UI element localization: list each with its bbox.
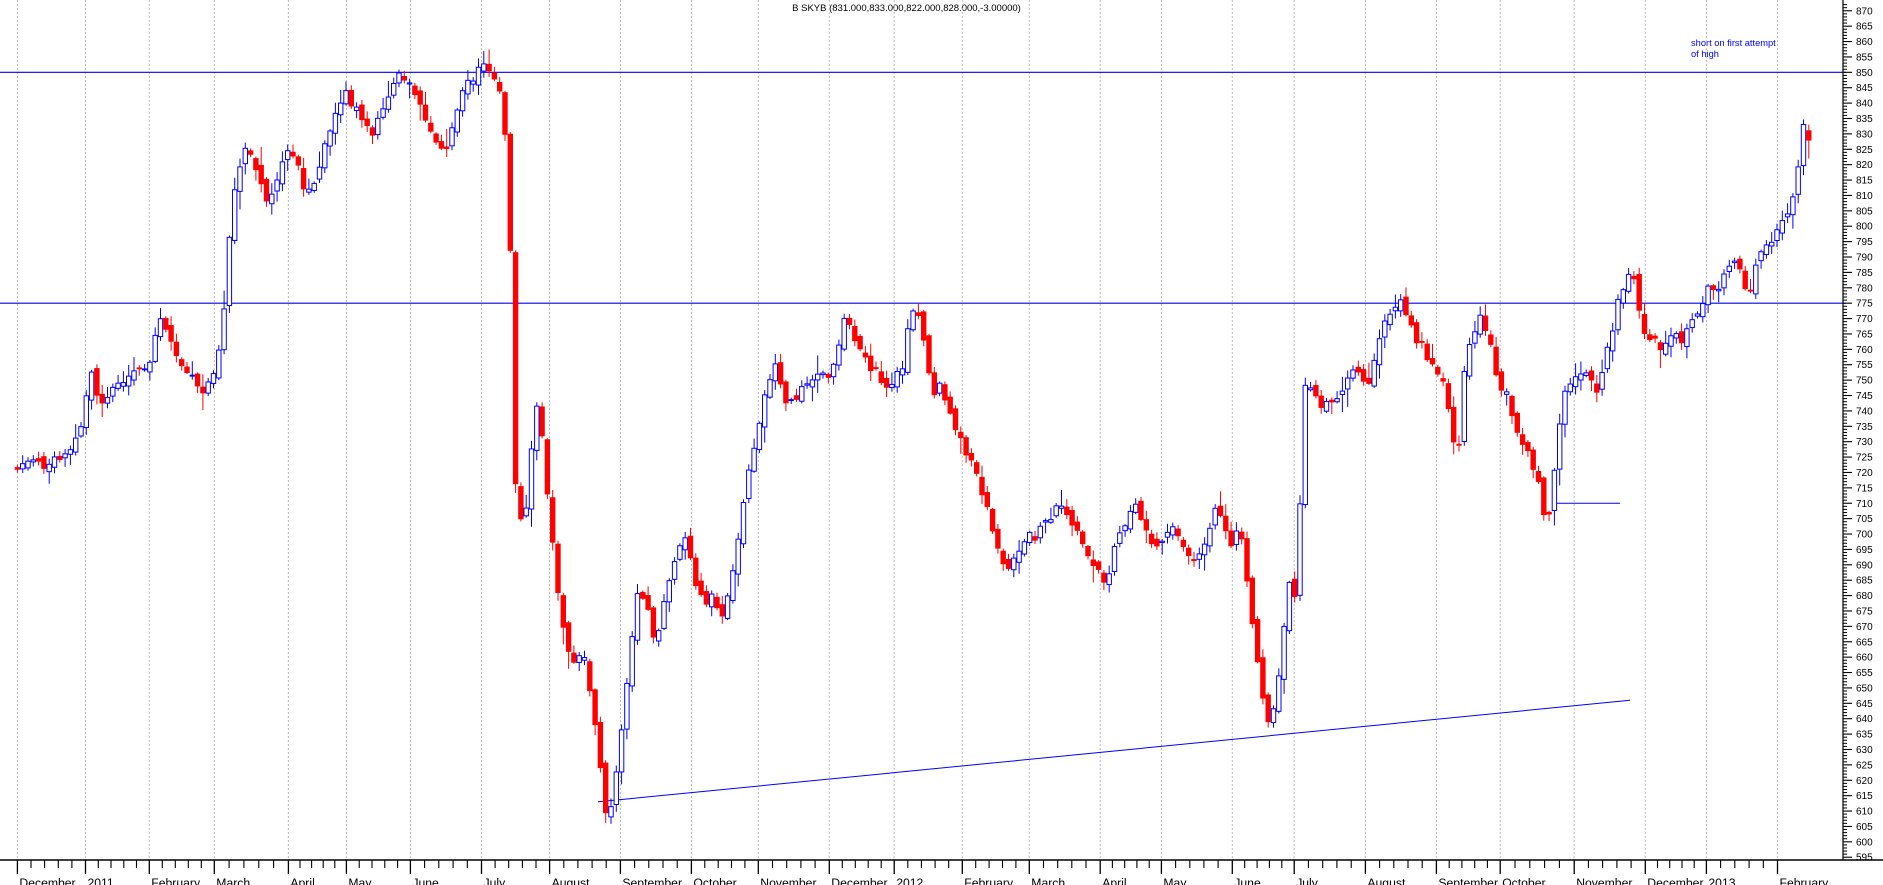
svg-text:July: July	[1296, 876, 1319, 885]
svg-text:715: 715	[1856, 483, 1873, 494]
svg-text:June: June	[1234, 876, 1261, 885]
svg-text:645: 645	[1856, 699, 1873, 710]
svg-text:755: 755	[1856, 360, 1873, 371]
svg-text:775: 775	[1856, 299, 1873, 310]
svg-text:810: 810	[1856, 191, 1873, 202]
svg-text:670: 670	[1856, 622, 1873, 633]
svg-text:780: 780	[1856, 283, 1873, 294]
svg-text:820: 820	[1856, 160, 1873, 171]
svg-text:640: 640	[1856, 714, 1873, 725]
svg-text:November: November	[760, 876, 816, 885]
svg-text:2011: 2011	[88, 876, 114, 885]
svg-text:790: 790	[1856, 253, 1873, 264]
svg-text:870: 870	[1856, 6, 1873, 17]
svg-text:845: 845	[1856, 83, 1873, 94]
svg-text:595: 595	[1856, 853, 1873, 864]
svg-text:February: February	[1780, 876, 1830, 885]
svg-text:745: 745	[1856, 391, 1873, 402]
svg-text:710: 710	[1856, 499, 1873, 510]
svg-text:2013: 2013	[1708, 876, 1735, 885]
svg-text:795: 795	[1856, 237, 1873, 248]
svg-text:690: 690	[1856, 560, 1873, 571]
svg-text:April: April	[1102, 876, 1126, 885]
svg-text:March: March	[1031, 876, 1065, 885]
svg-text:625: 625	[1856, 760, 1873, 771]
svg-text:August: August	[1367, 876, 1406, 885]
svg-text:825: 825	[1856, 145, 1873, 156]
svg-text:830: 830	[1856, 129, 1873, 140]
svg-text:855: 855	[1856, 52, 1873, 63]
svg-text:720: 720	[1856, 468, 1873, 479]
svg-text:February: February	[964, 876, 1014, 885]
svg-text:December: December	[831, 876, 887, 885]
svg-text:May: May	[1163, 876, 1187, 885]
svg-text:765: 765	[1856, 329, 1873, 340]
svg-text:735: 735	[1856, 422, 1873, 433]
svg-text:800: 800	[1856, 222, 1873, 233]
svg-text:2012: 2012	[896, 876, 923, 885]
svg-text:605: 605	[1856, 822, 1873, 833]
svg-text:620: 620	[1856, 776, 1873, 787]
svg-text:750: 750	[1856, 376, 1873, 387]
svg-text:September: September	[622, 876, 682, 885]
svg-text:760: 760	[1856, 345, 1873, 356]
svg-text:March: March	[216, 876, 250, 885]
svg-text:725: 725	[1856, 453, 1873, 464]
svg-text:December: December	[1647, 876, 1703, 885]
svg-text:695: 695	[1856, 545, 1873, 556]
svg-text:785: 785	[1856, 268, 1873, 279]
svg-text:840: 840	[1856, 99, 1873, 110]
svg-text:October: October	[693, 876, 736, 885]
svg-text:December: December	[19, 876, 75, 885]
svg-text:May: May	[348, 876, 372, 885]
svg-text:June: June	[412, 876, 439, 885]
svg-text:770: 770	[1856, 314, 1873, 325]
svg-text:860: 860	[1856, 37, 1873, 48]
svg-text:740: 740	[1856, 406, 1873, 417]
svg-text:730: 730	[1856, 437, 1873, 448]
svg-text:650: 650	[1856, 683, 1873, 694]
svg-text:675: 675	[1856, 606, 1873, 617]
svg-text:660: 660	[1856, 653, 1873, 664]
svg-text:615: 615	[1856, 791, 1873, 802]
svg-text:835: 835	[1856, 114, 1873, 125]
svg-text:665: 665	[1856, 637, 1873, 648]
svg-text:865: 865	[1856, 22, 1873, 33]
svg-text:February: February	[151, 876, 201, 885]
svg-text:685: 685	[1856, 576, 1873, 587]
svg-text:850: 850	[1856, 68, 1873, 79]
svg-text:705: 705	[1856, 514, 1873, 525]
svg-text:805: 805	[1856, 206, 1873, 217]
svg-text:630: 630	[1856, 745, 1873, 756]
svg-text:610: 610	[1856, 807, 1873, 818]
svg-text:700: 700	[1856, 530, 1873, 541]
svg-text:September: September	[1438, 876, 1498, 885]
svg-text:655: 655	[1856, 668, 1873, 679]
svg-text:680: 680	[1856, 591, 1873, 602]
svg-text:November: November	[1576, 876, 1632, 885]
svg-text:815: 815	[1856, 176, 1873, 187]
svg-text:October: October	[1502, 876, 1545, 885]
svg-text:April: April	[290, 876, 314, 885]
svg-text:July: July	[484, 876, 507, 885]
svg-text:600: 600	[1856, 837, 1873, 848]
svg-text:August: August	[552, 876, 591, 885]
svg-text:635: 635	[1856, 730, 1873, 741]
